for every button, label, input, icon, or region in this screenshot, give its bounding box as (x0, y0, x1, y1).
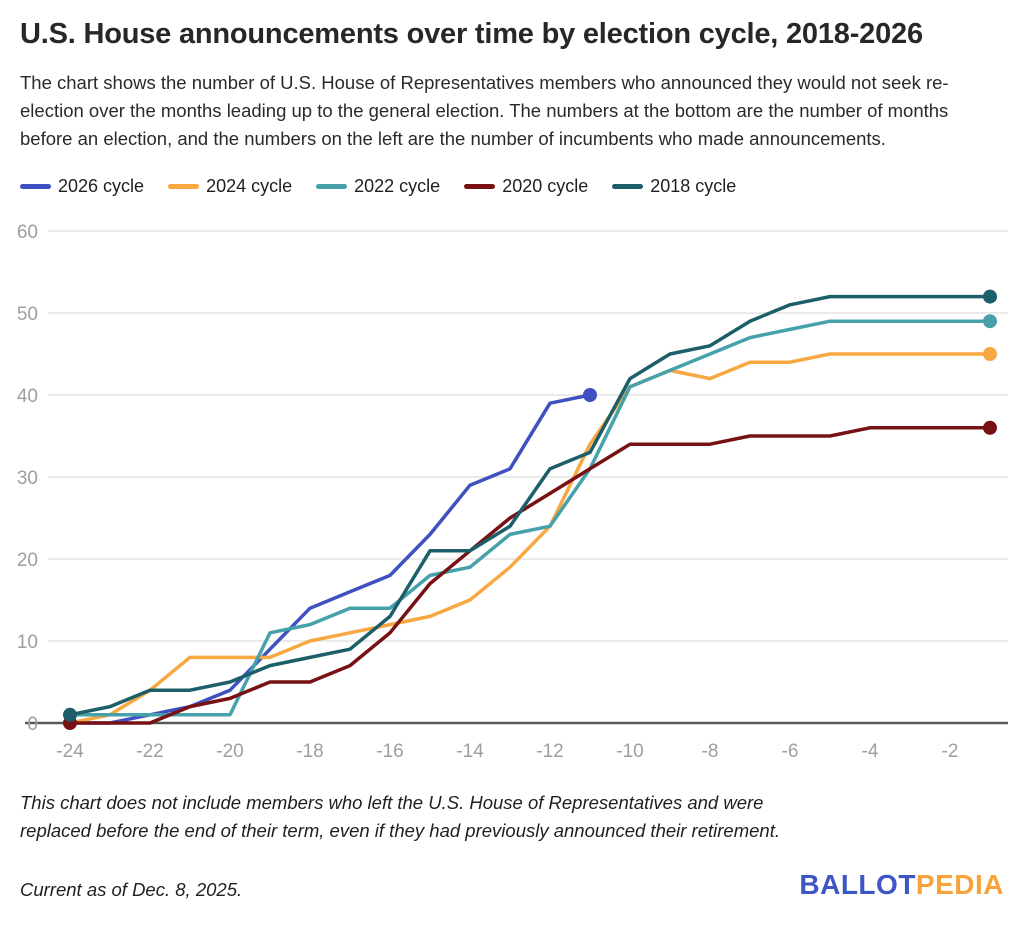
y-tick-label-40: 40 (17, 386, 38, 407)
series-line-2020-cycle (68, 426, 992, 725)
legend-swatch-2020-cycle (464, 184, 496, 190)
y-tick-label-20: 20 (17, 550, 38, 571)
legend-swatch-2024-cycle (168, 184, 200, 190)
footnote: This chart does not include members who … (20, 792, 780, 841)
legend-item-2026-cycle: 2026 cycle (20, 176, 144, 197)
y-tick-label-10: 10 (17, 632, 38, 653)
data-point-end-2020-cycle (983, 421, 997, 436)
chart-card: U.S. House announcements over time by el… (17, 18, 1008, 901)
x-tick-label--2: -2 (942, 741, 959, 762)
page-title: U.S. House announcements over time by el… (20, 18, 923, 50)
y-tick-label-30: 30 (17, 468, 38, 489)
x-tick-label--8: -8 (702, 741, 719, 762)
data-point-end-2026-cycle (583, 388, 597, 403)
legend-swatch-2018-cycle (612, 184, 644, 190)
x-tick-label--22: -22 (136, 741, 163, 762)
legend-label: 2020 cycle (502, 176, 589, 197)
y-tick-label-60: 60 (17, 222, 38, 243)
x-tick-label--16: -16 (376, 741, 403, 762)
chart-description: The chart shows the number of U.S. House… (20, 72, 949, 149)
logo-ballot-text: BALLOT (799, 868, 916, 900)
x-tick-label--4: -4 (862, 741, 879, 762)
legend-label: 2026 cycle (58, 176, 145, 197)
x-tick-label--6: -6 (782, 741, 799, 762)
x-tick-label--20: -20 (216, 741, 243, 762)
data-point-end-2022-cycle (983, 314, 997, 329)
x-tick-label--10: -10 (616, 741, 643, 762)
legend-label: 2018 cycle (650, 176, 737, 197)
legend: 2026 cycle 2024 cycle 2022 cycle 2020 cycle… (20, 176, 1004, 197)
current-as-of: Current as of Dec. 8, 2025. (20, 878, 243, 900)
x-tick-label--12: -12 (536, 741, 563, 762)
data-point-end-2018-cycle (983, 289, 997, 304)
logo-pedia-text: PEDIA (915, 868, 1004, 900)
data-point-end-2024-cycle (983, 347, 997, 362)
data-point-start-2018-cycle (63, 708, 77, 723)
legend-label: 2022 cycle (354, 176, 441, 197)
legend-swatch-2022-cycle (316, 184, 348, 190)
series-line-2022-cycle (68, 319, 992, 717)
y-tick-label-0: 0 (27, 714, 38, 735)
line-chart: 0 10 20 30 40 50 60 -24 -22 -20 -18 -16 -14 -12 -10 -8 -… (17, 222, 1008, 762)
y-tick-label-50: 50 (17, 304, 38, 325)
x-tick-label--14: -14 (456, 741, 484, 762)
legend-item-2022-cycle: 2022 cycle (316, 176, 440, 197)
legend-item-2020-cycle: 2020 cycle (464, 176, 588, 197)
x-tick-label--24: -24 (56, 741, 84, 762)
footer: Current as of Dec. 8, 2025. BALLOTPEDIA (20, 869, 1004, 901)
series-line-2018-cycle (68, 295, 992, 717)
legend-swatch-2026-cycle (20, 184, 51, 190)
x-tick-label--18: -18 (296, 741, 323, 762)
legend-label: 2024 cycle (206, 176, 293, 197)
series-line-2024-cycle (68, 352, 992, 725)
ballotpedia-logo: BALLOTPEDIA (799, 869, 1004, 901)
legend-item-2018-cycle: 2018 cycle (612, 176, 736, 197)
legend-item-2024-cycle: 2024 cycle (168, 176, 292, 197)
